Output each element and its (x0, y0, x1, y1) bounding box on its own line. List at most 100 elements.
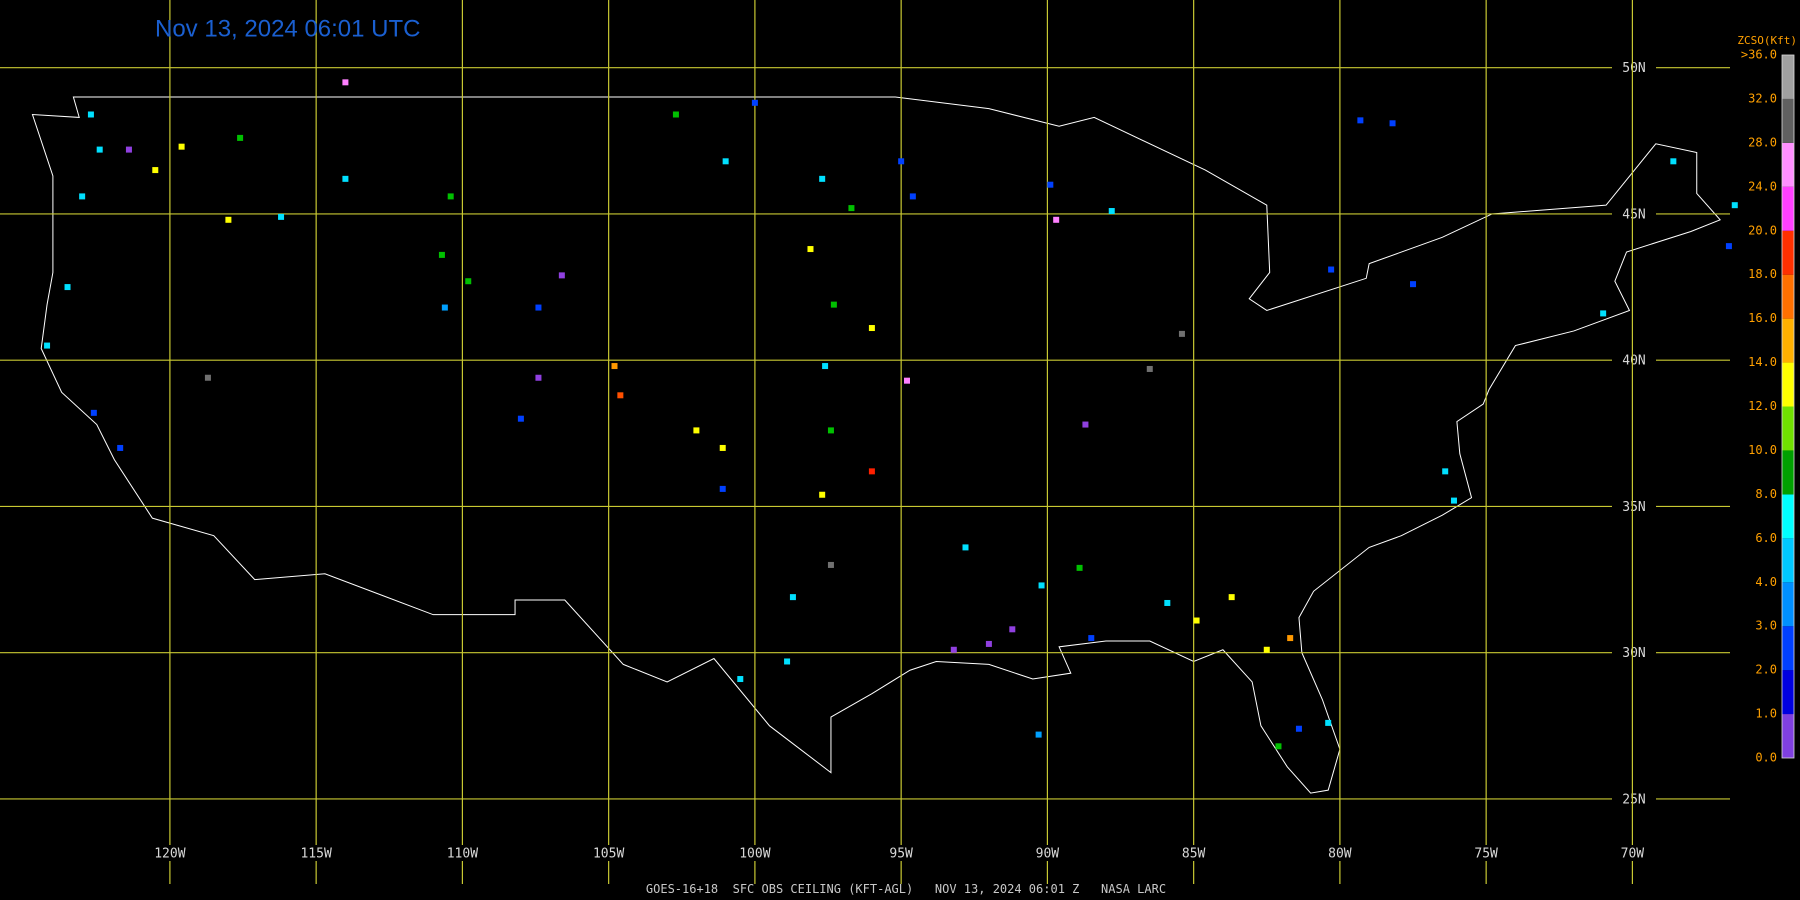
legend-swatch (1782, 230, 1794, 275)
legend-label: 3.0 (1755, 619, 1777, 633)
station-obs (44, 342, 51, 349)
longitude-label-bg (1169, 845, 1218, 861)
legend-swatch (1782, 274, 1794, 319)
station-obs (535, 304, 542, 311)
legend-swatch (1782, 142, 1794, 187)
legend-label: 1.0 (1755, 707, 1777, 721)
legend-label: 0.0 (1755, 751, 1777, 765)
station-obs (79, 193, 86, 200)
legend-label: 14.0 (1748, 355, 1777, 369)
station-obs (827, 561, 834, 568)
station-obs (1263, 646, 1270, 653)
station-obs (822, 363, 829, 370)
legend-swatch (1782, 670, 1794, 715)
station-obs (1275, 743, 1282, 750)
station-obs (278, 213, 285, 220)
longitude-label: 70W (1621, 847, 1645, 862)
station-obs (617, 392, 624, 399)
station-obs (1146, 365, 1153, 372)
legend-label: 18.0 (1748, 267, 1777, 281)
longitude-label: 100W (739, 847, 770, 862)
latitude-label-bg (1612, 205, 1656, 222)
longitude-label: 110W (447, 847, 478, 862)
station-obs (868, 325, 875, 332)
station-obs (1670, 158, 1677, 165)
longitude-label: 105W (593, 847, 624, 862)
station-obs (1053, 216, 1060, 223)
station-obs (90, 409, 97, 416)
legend-swatch (1782, 55, 1794, 99)
longitude-label-bg (584, 845, 633, 861)
legend-swatch (1782, 318, 1794, 363)
graticule: 50N 45N 40N 35N 30N 25N 120W 115W 110W 105W 100W 95… (0, 0, 1730, 884)
footer: GOES-16+18 SFC OBS CEILING (KFT-AGL) NOV… (646, 882, 1166, 896)
station-obs (438, 251, 445, 258)
station-obs (1193, 617, 1200, 624)
station-obs (558, 272, 565, 279)
legend-label: 24.0 (1748, 179, 1777, 193)
legend-swatch (1782, 406, 1794, 451)
station-obs (342, 175, 349, 182)
station-obs (1295, 725, 1302, 732)
station-obs (465, 278, 472, 285)
station-obs (807, 246, 814, 253)
station-obs (693, 427, 700, 434)
legend-label: 12.0 (1748, 399, 1777, 413)
latitude-label-bg (1612, 59, 1656, 76)
station-obs (1325, 719, 1332, 726)
station-obs (1088, 635, 1095, 642)
station-obs (819, 491, 826, 498)
station-obs (1450, 497, 1457, 504)
station-obs (868, 468, 875, 475)
station-obs (1009, 626, 1016, 633)
latitude-label: 50N (1622, 61, 1645, 76)
latitude-label: 40N (1622, 354, 1645, 369)
station-obs (1600, 310, 1607, 317)
longitude-label: 80W (1328, 847, 1352, 862)
station-obs (1442, 468, 1449, 475)
station-obs (1035, 731, 1042, 738)
legend-swatch (1782, 626, 1794, 671)
longitude-label-bg (438, 845, 487, 861)
station-obs (1164, 599, 1171, 606)
station-obs (672, 111, 679, 118)
legend: ZCSO(Kft) 0.0 1.0 2.0 3.0 4.0 6.0 8.0 10.0 12.0 1… (1737, 34, 1797, 765)
longitude-label-bg (1023, 845, 1072, 861)
station-obs (1178, 330, 1185, 337)
station-obs (1357, 117, 1364, 124)
station-obs (1082, 421, 1089, 428)
station-obs (719, 444, 726, 451)
station-obs (827, 427, 834, 434)
station-obs (152, 167, 159, 174)
station-obs (87, 111, 94, 118)
station-obs (719, 485, 726, 492)
legend-frame (1781, 54, 1795, 759)
station-obs (342, 79, 349, 86)
longitude-label-bg (730, 845, 779, 861)
station-obs (751, 99, 758, 106)
legend-label: 16.0 (1748, 311, 1777, 325)
legend-swatch (1782, 450, 1794, 495)
longitude-label: 95W (889, 847, 913, 862)
station-obs (848, 205, 855, 212)
latitude-label-bg (1612, 352, 1656, 369)
legend-swatch (1782, 362, 1794, 407)
station-obs (117, 444, 124, 451)
legend-swatch (1782, 538, 1794, 583)
station-obs (1047, 181, 1054, 188)
station-obs (447, 193, 454, 200)
station-obs (819, 175, 826, 182)
station-obs (789, 594, 796, 601)
station-obs (1389, 120, 1396, 127)
station-obs (64, 284, 71, 291)
station-obs (96, 146, 103, 153)
legend-title: ZCSO(Kft) (1737, 34, 1797, 47)
latitude-label-bg (1612, 790, 1656, 807)
legend-swatch (1782, 98, 1794, 143)
station-obs (1076, 564, 1083, 571)
station-obs (1108, 208, 1115, 215)
stations (44, 79, 1738, 750)
station-obs (1725, 243, 1732, 250)
